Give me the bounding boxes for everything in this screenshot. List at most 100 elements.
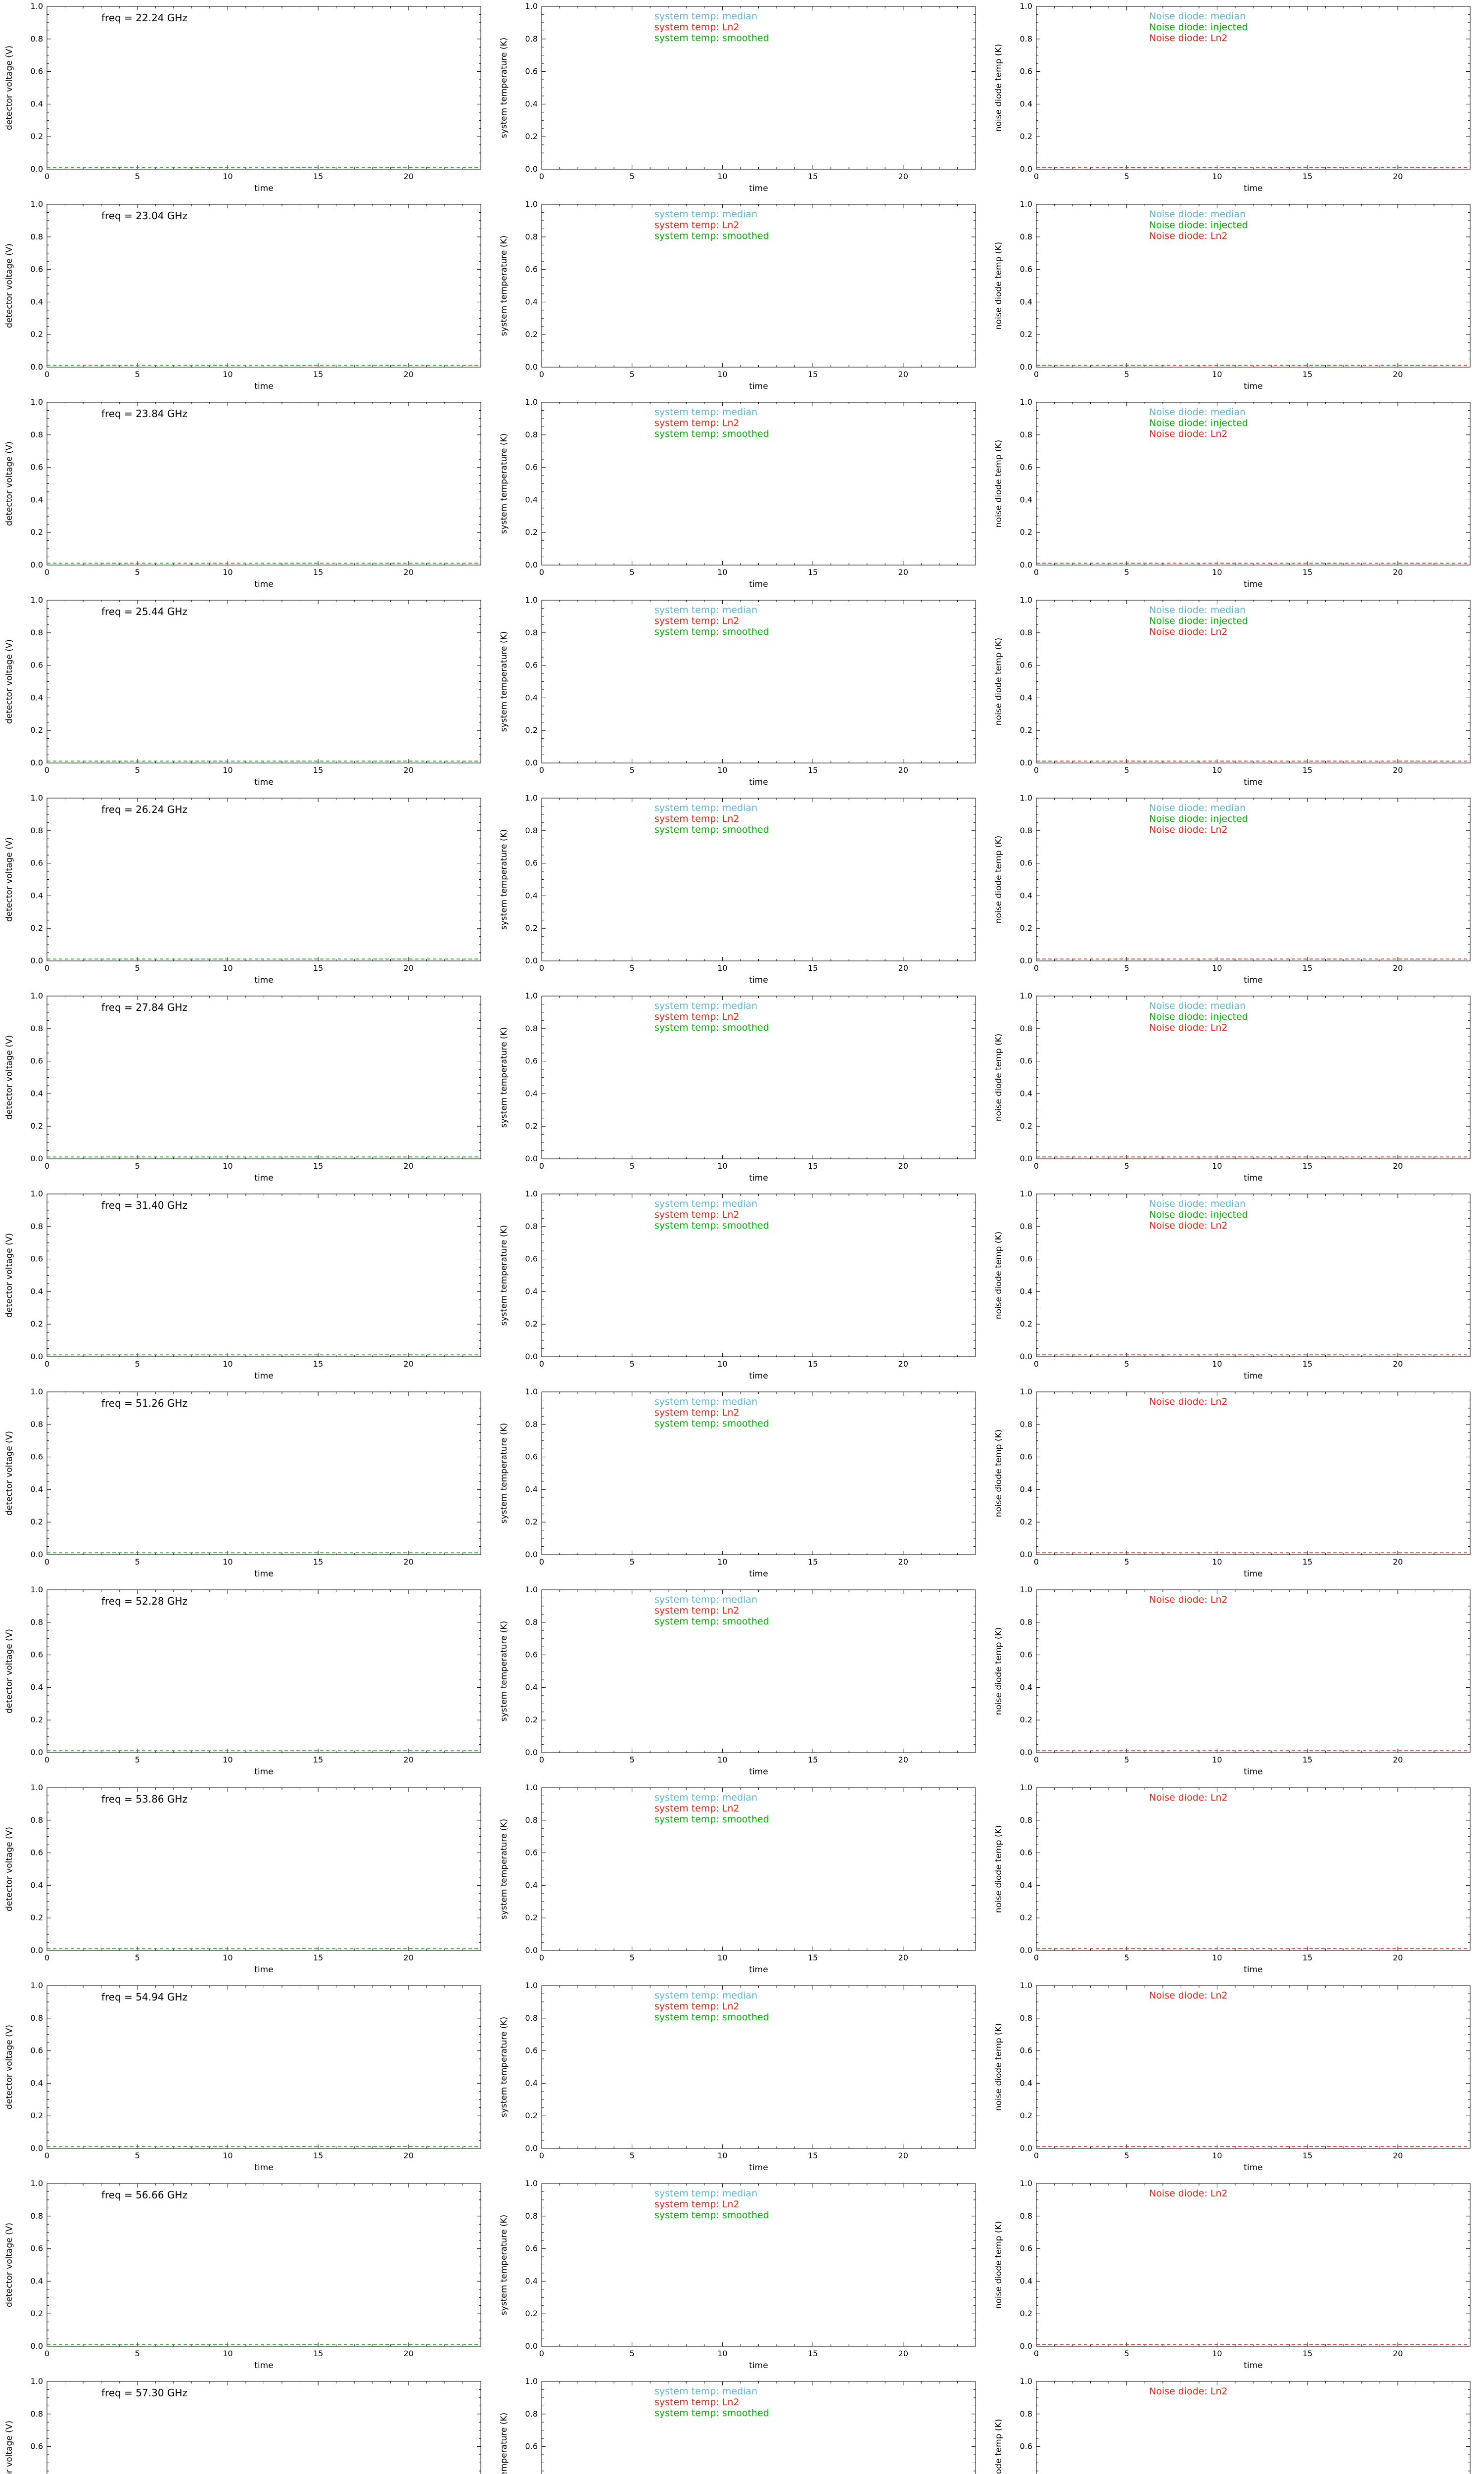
x-tick-label: 15 xyxy=(1302,765,1312,775)
y-axis-label: system temperature (K) xyxy=(499,236,509,336)
y-tick-label: 0.2 xyxy=(525,2309,538,2318)
x-tick-label: 0 xyxy=(1034,1161,1039,1171)
plot-title: freq = 54.94 GHz xyxy=(101,1991,187,2003)
x-tick-label: 0 xyxy=(539,1359,544,1369)
y-tick-label: 0.8 xyxy=(1020,2409,1032,2419)
y-tick-label: 1.0 xyxy=(525,1585,538,1594)
x-tick-label: 0 xyxy=(1034,1755,1039,1764)
plot-title: freq = 52.28 GHz xyxy=(101,1595,187,1607)
subplot-r12c3: 0 5 10 15 20 0.0 0.2 0.4 0.6 0.8 1.0 time noise diod… xyxy=(989,2177,1484,2375)
subplot-r10c1: 0 5 10 15 20 0.0 0.2 0.4 0.6 0.8 1.0 time detector v… xyxy=(0,1781,495,1979)
y-axis-label: noise diode temp (K) xyxy=(994,440,1004,527)
x-tick-label: 15 xyxy=(313,1557,323,1567)
x-tick-label: 10 xyxy=(717,1359,727,1369)
y-tick-label: 0.8 xyxy=(1020,2013,1032,2023)
subplot-r10c3: 0 5 10 15 20 0.0 0.2 0.4 0.6 0.8 1.0 time noise diod… xyxy=(989,1781,1484,1979)
y-axis-label: noise diode temp (K) xyxy=(994,242,1004,330)
y-tick-label: 1.0 xyxy=(31,1783,43,1792)
plot-frame xyxy=(541,600,976,763)
x-tick-label: 0 xyxy=(45,1755,49,1764)
x-tick-label: 5 xyxy=(135,963,140,973)
y-tick-label: 0.0 xyxy=(525,1946,538,1955)
y-tick-label: 0.8 xyxy=(525,2211,538,2221)
y-tick-label: 1.0 xyxy=(1020,2377,1032,2386)
x-tick-label: 10 xyxy=(1212,568,1222,577)
y-tick-label: 0.4 xyxy=(31,1286,43,1296)
plot-frame xyxy=(1036,402,1471,566)
legend-item: Noise diode: Ln2 xyxy=(1149,824,1228,835)
y-axis-label: noise diode temp (K) xyxy=(994,1825,1004,1913)
y-tick-label: 0.2 xyxy=(1020,330,1032,339)
x-tick-label: 15 xyxy=(1302,1359,1312,1369)
x-tick-label: 10 xyxy=(1212,1557,1222,1567)
x-tick-label: 20 xyxy=(1393,172,1403,181)
y-tick-label: 0.8 xyxy=(1020,1618,1032,1627)
plot-frame xyxy=(541,2183,976,2347)
y-axis-label: detector voltage (V) xyxy=(4,1431,14,1516)
legend-item: system temp: smoothed xyxy=(654,1616,769,1627)
y-tick-label: 0.0 xyxy=(525,2341,538,2351)
x-tick-label: 0 xyxy=(45,765,49,775)
y-tick-label: 1.0 xyxy=(31,1585,43,1594)
y-tick-label: 0.8 xyxy=(1020,628,1032,637)
y-tick-label: 0.2 xyxy=(1020,527,1032,537)
subplot-r11c3: 0 5 10 15 20 0.0 0.2 0.4 0.6 0.8 1.0 time noise diod… xyxy=(989,1979,1484,2177)
y-tick-label: 1.0 xyxy=(525,1189,538,1198)
x-tick-label: 5 xyxy=(135,1359,140,1369)
x-axis-label: time xyxy=(749,2163,768,2173)
y-tick-label: 0.2 xyxy=(31,923,43,933)
legend-item: Noise diode: Ln2 xyxy=(1149,1990,1228,2001)
x-tick-label: 20 xyxy=(898,2349,908,2358)
subplot-r9c3: 0 5 10 15 20 0.0 0.2 0.4 0.6 0.8 1.0 time noise diod… xyxy=(989,1583,1484,1781)
x-tick-label: 5 xyxy=(630,370,635,379)
y-tick-label: 0.4 xyxy=(31,495,43,504)
x-tick-label: 20 xyxy=(404,1161,414,1171)
plot-frame xyxy=(541,798,976,961)
legend-item: system temp: Ln2 xyxy=(654,616,740,626)
y-tick-label: 1.0 xyxy=(1020,1585,1032,1594)
x-tick-label: 5 xyxy=(1124,172,1129,181)
y-tick-label: 0.4 xyxy=(525,99,538,108)
y-axis-label: noise diode temp (K) xyxy=(994,2419,1004,2474)
legend-item: system temp: smoothed xyxy=(654,2012,769,2023)
y-tick-label: 1.0 xyxy=(1020,199,1032,209)
x-tick-label: 10 xyxy=(717,765,727,775)
subplot-r2c3: 0 5 10 15 20 0.0 0.2 0.4 0.6 0.8 1.0 time noise diod… xyxy=(989,198,1484,396)
y-tick-label: 0.4 xyxy=(31,297,43,306)
y-tick-label: 0.8 xyxy=(31,430,43,439)
x-tick-label: 0 xyxy=(539,1161,544,1171)
plot-frame xyxy=(541,1787,976,1951)
y-tick-label: 0.0 xyxy=(1020,2341,1032,2351)
x-axis-label: time xyxy=(254,2163,273,2173)
y-tick-label: 0.4 xyxy=(525,1484,538,1494)
x-tick-label: 20 xyxy=(404,2151,414,2160)
x-axis-label: time xyxy=(1244,1569,1262,1579)
x-tick-label: 5 xyxy=(630,2151,635,2160)
plot-frame xyxy=(1036,996,1471,1159)
x-tick-label: 15 xyxy=(313,1161,323,1171)
x-axis-label: time xyxy=(254,1965,273,1975)
y-tick-label: 1.0 xyxy=(31,1387,43,1396)
y-tick-label: 0.4 xyxy=(525,495,538,504)
x-tick-label: 5 xyxy=(630,1557,635,1567)
x-tick-label: 0 xyxy=(1034,370,1039,379)
x-tick-label: 10 xyxy=(1212,172,1222,181)
subplot-r11c1: 0 5 10 15 20 0.0 0.2 0.4 0.6 0.8 1.0 time detector v… xyxy=(0,1979,495,2177)
y-tick-label: 0.2 xyxy=(1020,923,1032,933)
legend-item: Noise diode: injected xyxy=(1149,1011,1248,1022)
y-tick-label: 0.4 xyxy=(31,1089,43,1098)
x-tick-label: 5 xyxy=(135,2349,140,2358)
y-tick-label: 1.0 xyxy=(525,991,538,1000)
x-tick-label: 20 xyxy=(404,568,414,577)
x-axis-label: time xyxy=(254,184,273,193)
x-tick-label: 20 xyxy=(404,1557,414,1567)
x-axis-label: time xyxy=(1244,184,1262,193)
x-tick-label: 0 xyxy=(539,2151,544,2160)
x-axis-label: time xyxy=(749,184,768,193)
x-axis-label: time xyxy=(749,1965,768,1975)
y-tick-label: 0.4 xyxy=(525,693,538,702)
y-tick-label: 0.8 xyxy=(1020,2211,1032,2221)
y-tick-label: 0.2 xyxy=(1020,2309,1032,2318)
plot-frame xyxy=(1036,1391,1471,1555)
y-tick-label: 0.6 xyxy=(525,67,538,76)
